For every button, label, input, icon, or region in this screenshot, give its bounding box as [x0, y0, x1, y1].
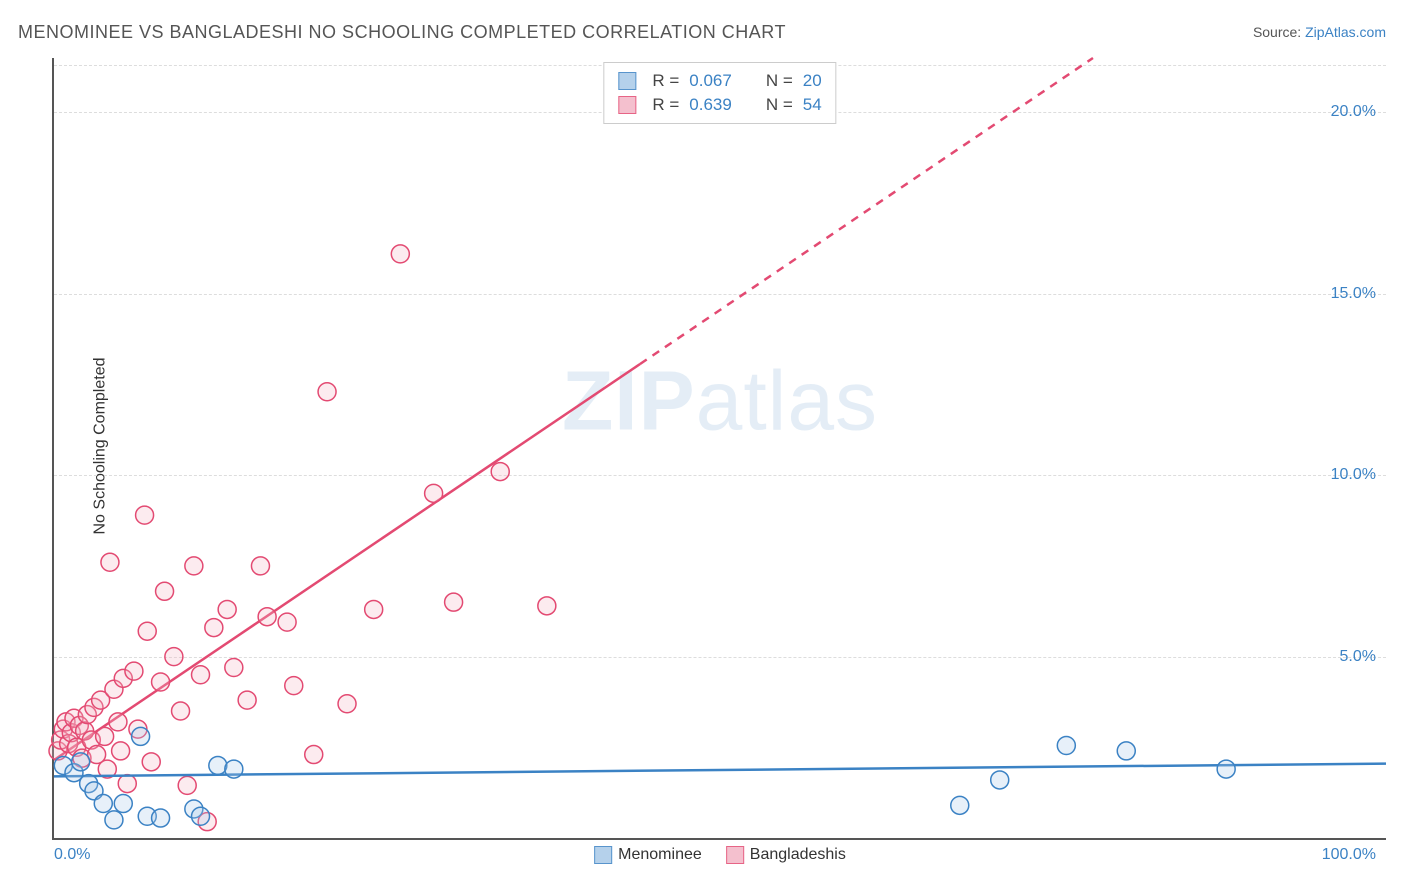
x-tick-max: 100.0%	[1322, 846, 1376, 864]
legend-swatch-bangladeshis	[726, 846, 744, 864]
stats-r-label: R =	[652, 71, 679, 91]
data-point-bangladeshis	[218, 600, 236, 618]
data-point-menominee	[192, 807, 210, 825]
stats-r-value: 0.639	[689, 95, 732, 115]
bottom-legend: Menominee Bangladeshis	[594, 846, 846, 864]
legend-item-menominee: Menominee	[594, 846, 702, 864]
data-point-bangladeshis	[251, 557, 269, 575]
data-point-menominee	[951, 796, 969, 814]
legend-item-bangladeshis: Bangladeshis	[726, 846, 846, 864]
stats-r-label: R =	[652, 95, 679, 115]
data-point-bangladeshis	[225, 658, 243, 676]
chart-title: MENOMINEE VS BANGLADESHI NO SCHOOLING CO…	[18, 22, 786, 43]
chart-container: MENOMINEE VS BANGLADESHI NO SCHOOLING CO…	[0, 0, 1406, 892]
stats-swatch	[618, 72, 636, 90]
data-point-bangladeshis	[305, 746, 323, 764]
stats-n-label: N =	[766, 95, 793, 115]
data-point-bangladeshis	[152, 673, 170, 691]
data-point-bangladeshis	[445, 593, 463, 611]
data-point-bangladeshis	[138, 622, 156, 640]
stats-n-value: 20	[803, 71, 822, 91]
data-point-bangladeshis	[185, 557, 203, 575]
source-attribution: Source: ZipAtlas.com	[1253, 24, 1386, 40]
data-point-menominee	[114, 795, 132, 813]
data-point-bangladeshis	[178, 776, 196, 794]
stats-row: R = 0.639 N = 54	[618, 93, 821, 117]
x-tick-min: 0.0%	[54, 846, 90, 864]
data-point-menominee	[1057, 736, 1075, 754]
data-point-bangladeshis	[136, 506, 154, 524]
data-point-bangladeshis	[391, 245, 409, 263]
data-point-bangladeshis	[258, 608, 276, 626]
data-point-menominee	[209, 756, 227, 774]
data-point-bangladeshis	[125, 662, 143, 680]
data-point-bangladeshis	[491, 463, 509, 481]
data-point-bangladeshis	[156, 582, 174, 600]
stats-r-value: 0.067	[689, 71, 732, 91]
data-point-bangladeshis	[238, 691, 256, 709]
data-point-menominee	[1217, 760, 1235, 778]
stats-n-label: N =	[766, 71, 793, 91]
data-point-bangladeshis	[318, 383, 336, 401]
data-point-menominee	[132, 727, 150, 745]
data-point-menominee	[1117, 742, 1135, 760]
data-point-bangladeshis	[142, 753, 160, 771]
data-point-bangladeshis	[109, 713, 127, 731]
data-point-bangladeshis	[285, 677, 303, 695]
stats-n-value: 54	[803, 95, 822, 115]
data-point-bangladeshis	[425, 484, 443, 502]
data-point-bangladeshis	[538, 597, 556, 615]
stats-legend-box: R = 0.067 N = 20 R = 0.639 N = 54	[603, 62, 836, 124]
data-point-bangladeshis	[338, 695, 356, 713]
data-point-bangladeshis	[205, 619, 223, 637]
source-label: Source:	[1253, 24, 1305, 40]
plot-area: ZIPatlas R =0.067N =20R =0.639N =54 0.0%…	[52, 58, 1386, 840]
data-point-menominee	[105, 811, 123, 829]
chart-svg	[54, 58, 1386, 838]
data-point-menominee	[991, 771, 1009, 789]
legend-swatch-menominee	[594, 846, 612, 864]
data-point-bangladeshis	[165, 648, 183, 666]
data-point-bangladeshis	[278, 613, 296, 631]
data-point-bangladeshis	[96, 727, 114, 745]
data-point-menominee	[225, 760, 243, 778]
data-point-menominee	[72, 753, 90, 771]
trend-line-menominee	[54, 764, 1386, 777]
data-point-menominee	[94, 795, 112, 813]
data-point-bangladeshis	[118, 775, 136, 793]
source-value: ZipAtlas.com	[1305, 24, 1386, 40]
data-point-bangladeshis	[192, 666, 210, 684]
data-point-bangladeshis	[112, 742, 130, 760]
stats-row: R = 0.067 N = 20	[618, 69, 821, 93]
data-point-bangladeshis	[172, 702, 190, 720]
stats-swatch	[618, 96, 636, 114]
data-point-bangladeshis	[365, 600, 383, 618]
data-point-menominee	[152, 809, 170, 827]
data-point-bangladeshis	[101, 553, 119, 571]
